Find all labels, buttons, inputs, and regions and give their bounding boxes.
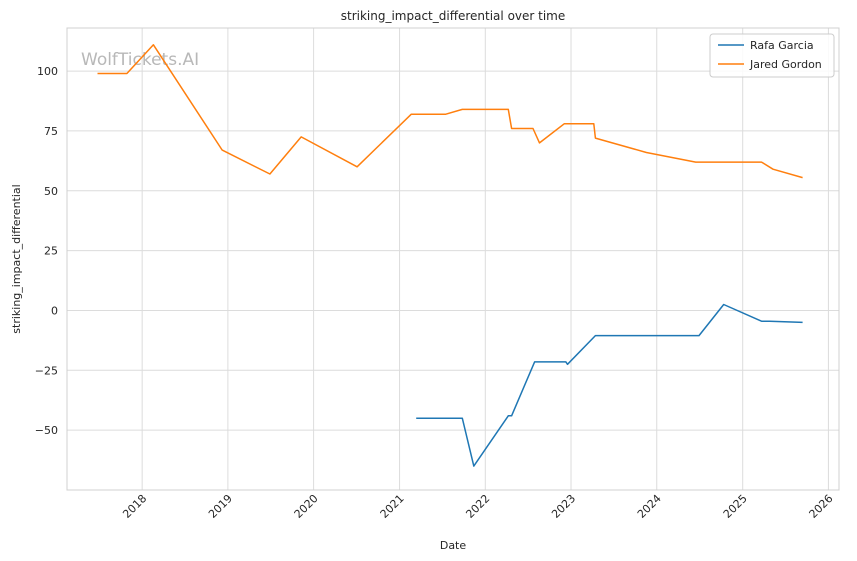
series-lines — [97, 44, 803, 467]
y-tick-label: −25 — [35, 364, 58, 377]
legend-label-jared-gordon: Jared Gordon — [749, 58, 822, 71]
y-axis-label: striking_impact_differential — [10, 184, 23, 333]
y-tick-label: 0 — [51, 304, 58, 317]
plot-area-border — [66, 27, 840, 491]
series-line-jared-gordon — [97, 44, 803, 179]
x-axis-label: Date — [440, 539, 467, 552]
y-tick-label: 25 — [44, 245, 58, 258]
y-tick-label: 75 — [44, 125, 58, 138]
y-tick-labels: −50 −25 0 25 50 75 100 — [35, 65, 58, 437]
legend-label-rafa-garcia: Rafa Garcia — [750, 39, 814, 52]
y-tick-label: 100 — [37, 65, 58, 78]
legend: Rafa Garcia Jared Gordon — [709, 33, 835, 78]
series-line-rafa-garcia — [416, 303, 803, 467]
chart-title: striking_impact_differential over time — [341, 9, 566, 23]
y-tick-label: −50 — [35, 424, 58, 437]
y-tick-label: 50 — [44, 185, 58, 198]
grid — [67, 28, 839, 490]
